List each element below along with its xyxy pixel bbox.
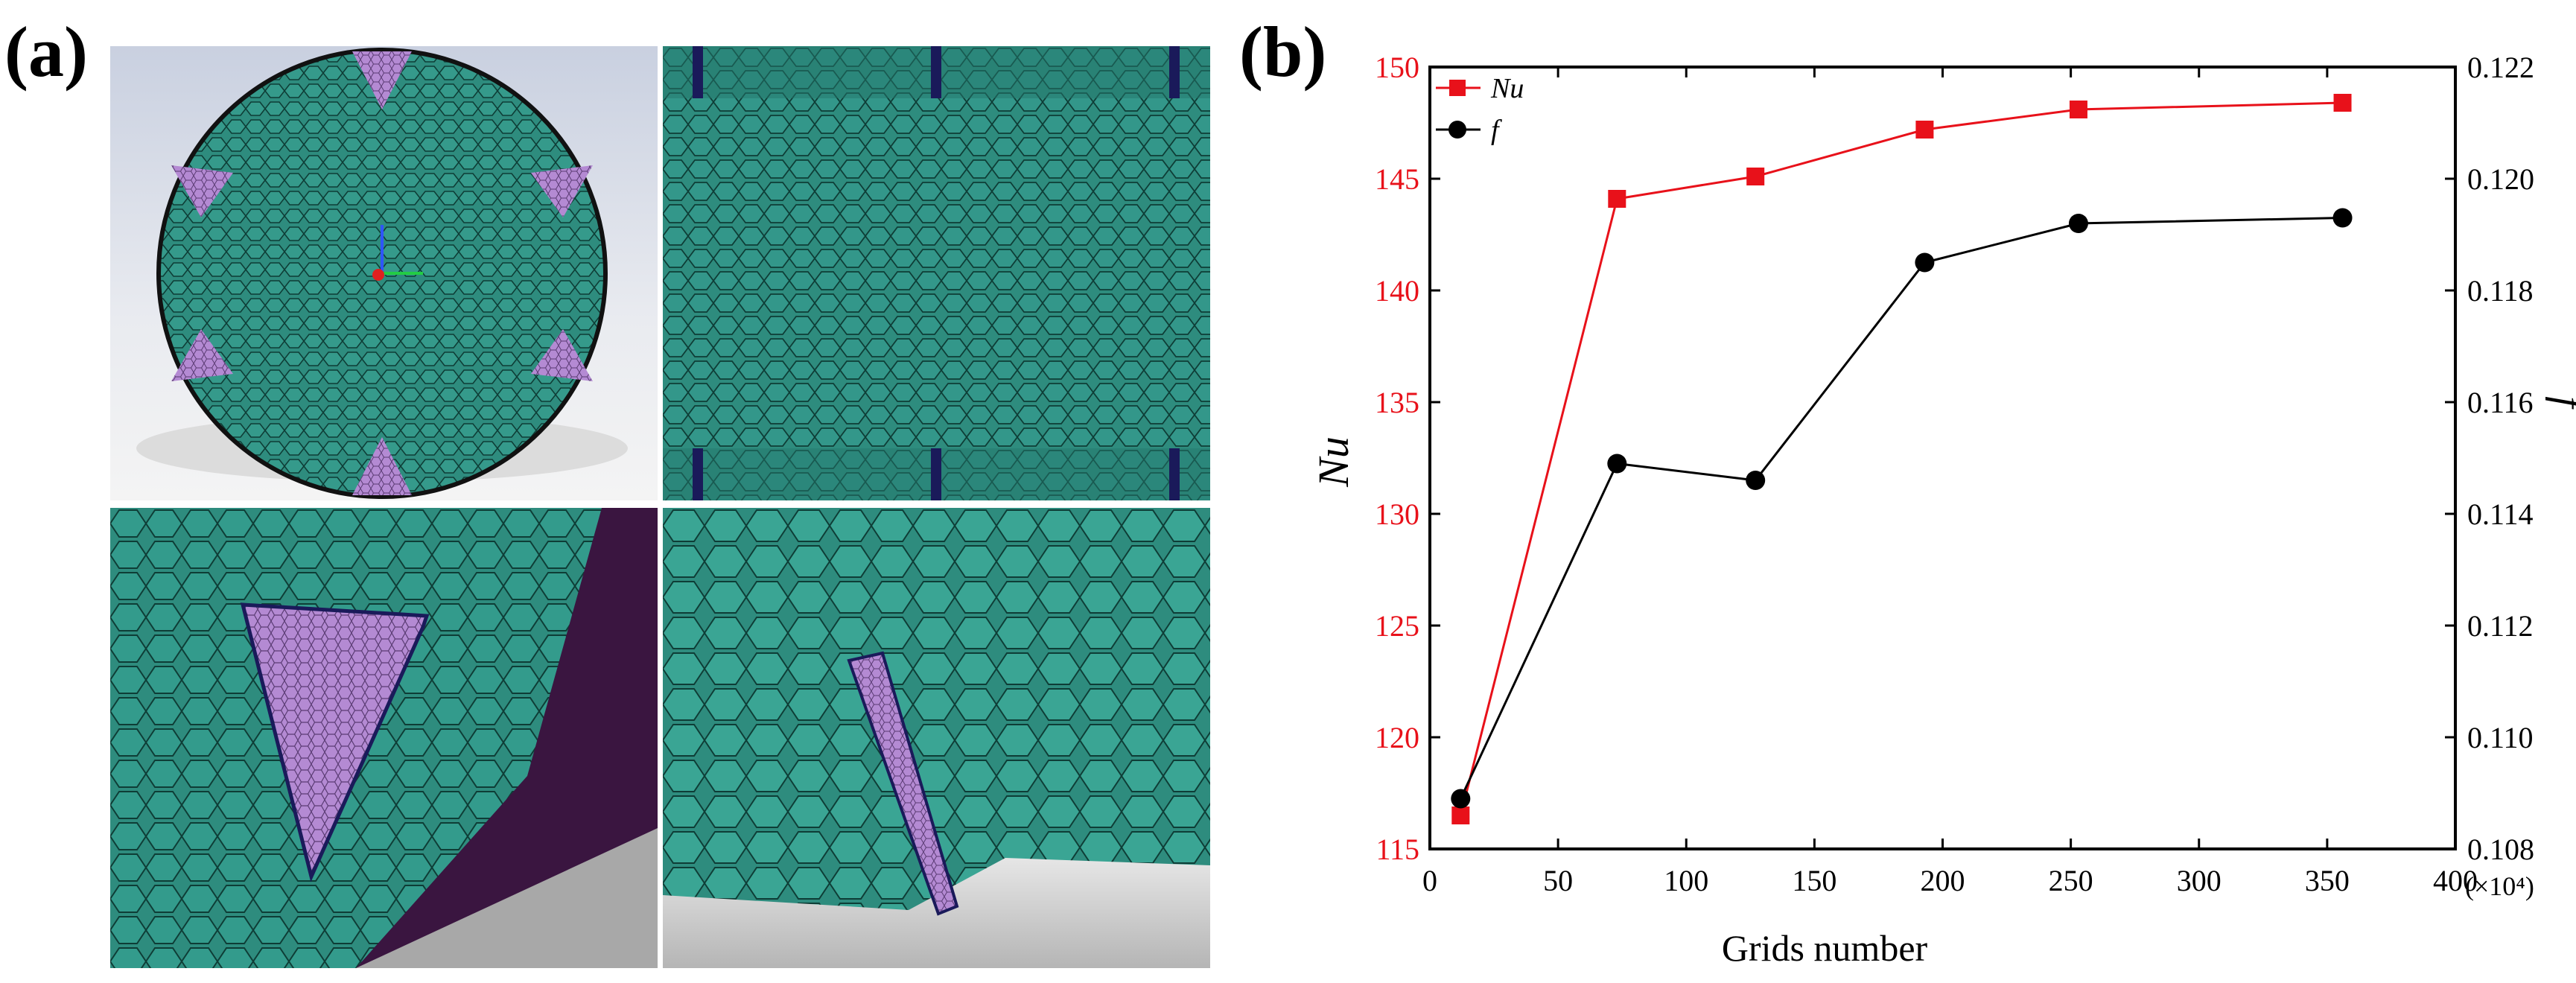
right-tick-label: 0.112 [2467, 609, 2534, 643]
mesh-rib-closeup-front [110, 508, 658, 968]
legend-label-f: f [1491, 115, 1502, 146]
x-tick-label: 200 [1921, 864, 1965, 897]
series-line-f [1459, 217, 2343, 800]
panel-label-a: (a) [4, 12, 88, 92]
data-point-f [1746, 471, 1766, 490]
left-tick-label: 140 [1375, 274, 1419, 308]
left-tick-label: 145 [1375, 162, 1419, 196]
x-tick-label: 0 [1422, 864, 1437, 897]
right-tick-label: 0.118 [2467, 274, 2534, 308]
right-tick-label: 0.116 [2467, 386, 2534, 419]
right-tick-label: 0.122 [2467, 51, 2534, 84]
mesh-cross-section-view [110, 46, 658, 500]
right-tick-label: 0.108 [2467, 833, 2534, 866]
data-point-f [1607, 454, 1627, 474]
legend-marker-f [1448, 121, 1466, 139]
right-axis-label: f [2545, 396, 2576, 413]
right-tick-label: 0.110 [2467, 721, 2534, 754]
left-tick-label: 120 [1375, 721, 1419, 754]
x-tick-label: 350 [2305, 864, 2350, 897]
left-tick-label: 125 [1375, 609, 1419, 643]
left-tick-label: 130 [1375, 497, 1419, 531]
data-point-nu [1915, 121, 1934, 139]
data-point-nu [1608, 190, 1626, 208]
data-point-f [1915, 252, 1935, 273]
legend-marker-nu [1449, 80, 1466, 96]
grid-independence-chart: 115 120 125 130 135 140 145 150 0.108 0.110 0.112… [1309, 51, 2576, 969]
data-point-f [1451, 789, 1471, 809]
left-axis-label: Nu [1309, 436, 1358, 488]
x-tick-label: 400 [2433, 864, 2478, 897]
left-tick-label: 135 [1375, 386, 1419, 419]
mesh-rib-closeup-side [663, 508, 1210, 968]
x-tick-label: 250 [2049, 864, 2093, 897]
data-point-nu [1451, 807, 1470, 824]
right-tick-label: 0.120 [2467, 162, 2534, 196]
plot-frame [1428, 66, 2457, 850]
legend-label-nu: Nu [1490, 73, 1524, 104]
series-line-nu [1459, 101, 2343, 816]
x-axis-label: Grids number [1722, 927, 1928, 969]
data-point-nu [2069, 101, 2087, 118]
x-tick-label: 300 [2177, 864, 2222, 897]
x-axis-unit-note: (×10⁴) [2465, 871, 2534, 901]
right-tick-label: 0.114 [2467, 497, 2534, 531]
x-tick-label: 50 [1543, 864, 1573, 897]
mesh-longitudinal-view [663, 46, 1210, 500]
data-point-nu [2333, 94, 2352, 112]
x-tick-label: 150 [1792, 864, 1836, 897]
left-tick-label: 150 [1375, 51, 1419, 84]
data-point-f [2332, 208, 2353, 228]
x-tick-label: 100 [1664, 864, 1708, 897]
left-tick-label: 115 [1376, 833, 1419, 866]
data-point-f [2068, 214, 2088, 233]
data-point-nu [1746, 168, 1765, 185]
panel-label-b: (b) [1239, 12, 1327, 92]
